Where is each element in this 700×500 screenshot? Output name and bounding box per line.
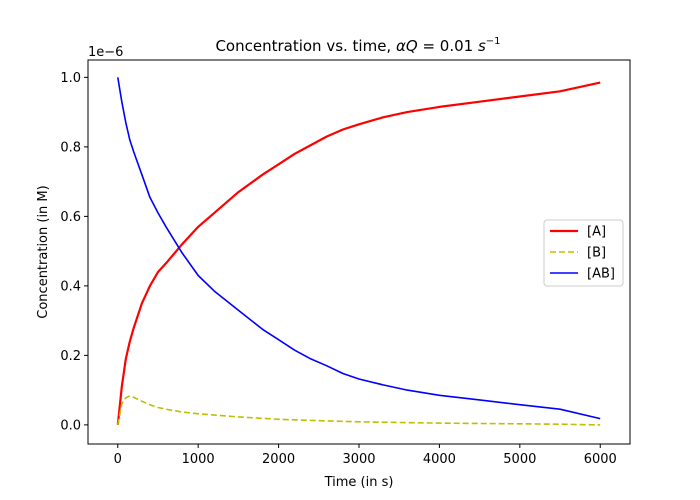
x-tick-label: 1000 <box>182 452 215 467</box>
series-line-2 <box>117 77 601 420</box>
x-axis-label: Time (in s) <box>324 475 394 490</box>
y-tick-label: 0.6 <box>60 210 81 225</box>
x-tick-label: 6000 <box>584 452 617 467</box>
y-tick-label: 0.0 <box>60 418 81 433</box>
x-tick-label: 4000 <box>423 452 456 467</box>
y-offset-text: 1e−6 <box>88 45 123 60</box>
x-tick-label: 2000 <box>262 452 295 467</box>
y-tick-label: 0.4 <box>60 279 81 294</box>
series-layer <box>116 77 601 426</box>
y-tick-label: 1.0 <box>60 71 81 86</box>
x-tick-label: 5000 <box>503 452 536 467</box>
series-line-0 <box>116 81 601 426</box>
y-tick-label: 0.2 <box>60 349 81 364</box>
legend-label: [A] <box>587 225 606 240</box>
legend-box <box>543 219 624 287</box>
x-tick-label: 3000 <box>342 452 375 467</box>
chart-title-prefix: Concentration vs. time, <box>215 37 396 55</box>
chart-title-mid: = 0.01 <box>418 37 478 55</box>
series-line-1 <box>117 395 601 426</box>
plot-frame <box>87 59 631 445</box>
legend-label: [B] <box>587 246 606 261</box>
y-tick-label: 0.8 <box>60 140 81 155</box>
x-tick-label: 0 <box>114 452 122 467</box>
chart-title: Concentration vs. time, αQ = 0.01 s−1 <box>215 36 500 55</box>
chart-title-exponent: −1 <box>486 36 501 47</box>
legend: [A] [B] [AB] <box>543 219 624 287</box>
chart-title-unit: s <box>478 37 486 55</box>
chart-title-alpha: α <box>396 37 406 55</box>
chart-title-q: Q <box>406 37 418 55</box>
y-axis-label: Concentration (in M) <box>36 185 51 318</box>
legend-label: [AB] <box>587 267 615 282</box>
tick-layer: 0 1000 2000 3000 4000 5000 6000 0.0 0.2 0.4 0.6 0.8… <box>60 71 616 467</box>
